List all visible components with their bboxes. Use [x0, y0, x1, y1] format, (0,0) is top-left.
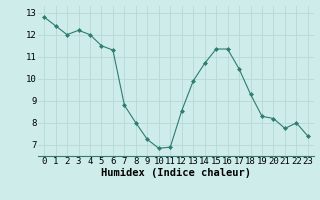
X-axis label: Humidex (Indice chaleur): Humidex (Indice chaleur)	[101, 168, 251, 178]
